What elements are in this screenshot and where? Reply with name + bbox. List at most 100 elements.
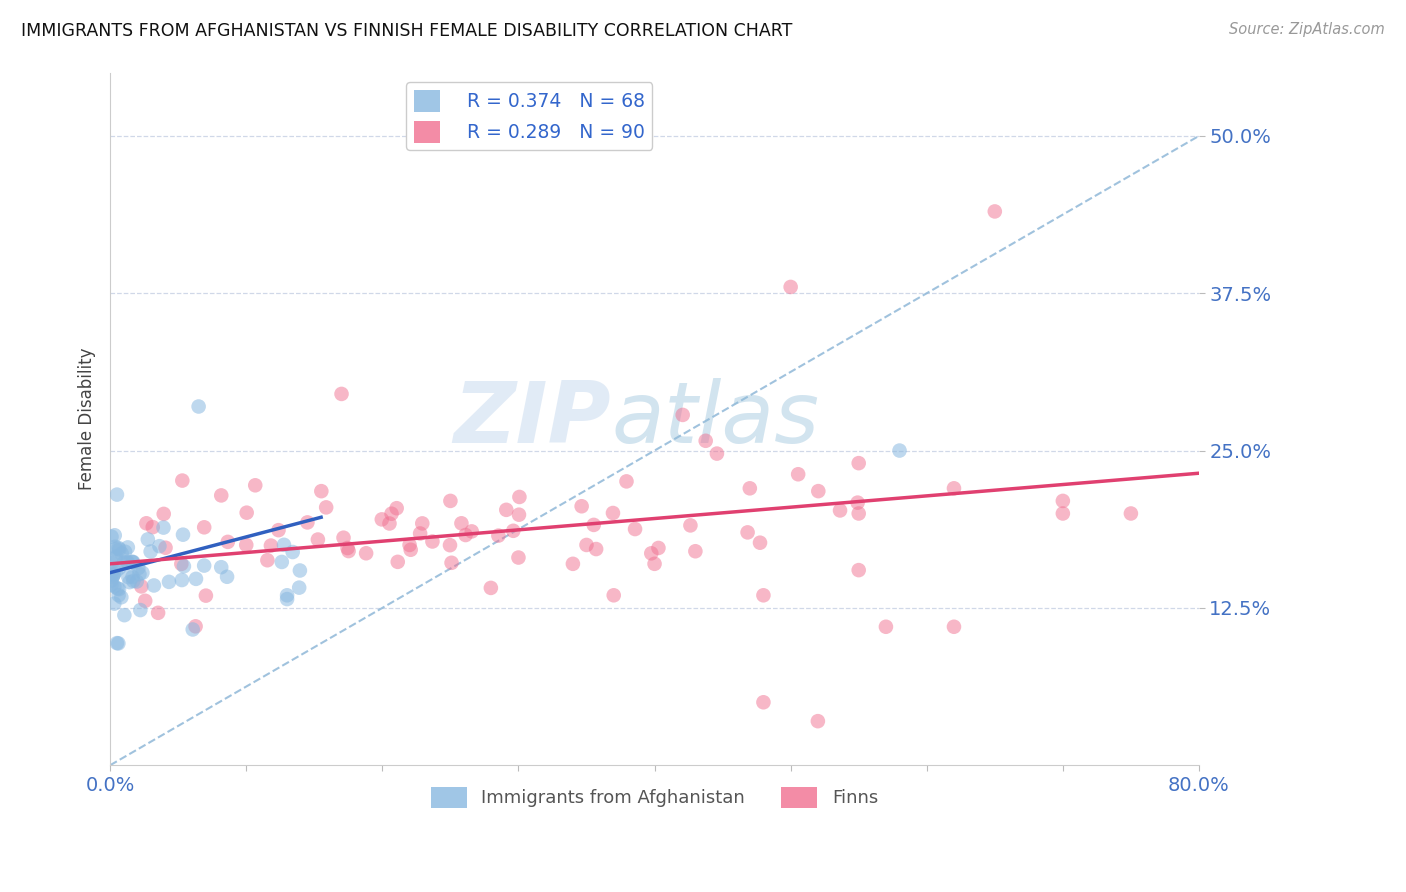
Point (131, 566, 153, 580)
Point (409, 526, 432, 541)
Point (779, 280, 801, 294)
Point (103, 597, 125, 611)
Point (288, 564, 311, 578)
Point (450, 516, 472, 531)
Point (105, 549, 128, 564)
Point (486, 528, 509, 542)
Point (142, 578, 165, 592)
Point (103, 567, 125, 582)
Point (875, 620, 897, 634)
Point (889, 443, 911, 458)
Point (454, 528, 477, 542)
Point (571, 500, 593, 514)
Point (235, 538, 257, 552)
Point (104, 542, 127, 557)
Point (602, 506, 624, 520)
Point (439, 538, 461, 552)
Point (984, 204, 1007, 219)
Point (100, 556, 122, 570)
Point (105, 487, 128, 501)
Point (738, 481, 761, 495)
Point (112, 556, 135, 570)
Point (128, 567, 150, 582)
Point (152, 507, 174, 521)
Point (508, 490, 530, 504)
Point (561, 557, 583, 571)
Point (134, 594, 156, 608)
Point (105, 636, 128, 650)
Point (121, 555, 143, 569)
Point (170, 557, 193, 571)
Point (495, 503, 517, 517)
Point (260, 539, 283, 553)
Point (582, 517, 605, 532)
Point (1052, 494, 1074, 508)
Point (118, 575, 141, 590)
Point (100, 574, 122, 588)
Point (807, 714, 830, 728)
Point (336, 541, 359, 555)
Point (110, 591, 132, 605)
Point (848, 507, 870, 521)
Point (311, 484, 333, 499)
Point (603, 588, 626, 602)
Point (127, 561, 149, 575)
Point (380, 507, 402, 521)
Point (235, 506, 257, 520)
Point (125, 574, 148, 589)
Point (108, 582, 131, 596)
Point (256, 553, 278, 567)
Point (122, 574, 145, 588)
Text: IMMIGRANTS FROM AFGHANISTAN VS FINNISH FEMALE DISABILITY CORRELATION CHART: IMMIGRANTS FROM AFGHANISTAN VS FINNISH F… (21, 22, 793, 40)
Point (107, 582, 129, 596)
Point (378, 516, 401, 531)
Point (585, 542, 607, 557)
Point (209, 560, 232, 574)
Point (371, 512, 394, 526)
Point (111, 546, 134, 560)
Point (846, 495, 869, 509)
Point (749, 535, 772, 549)
Point (155, 541, 177, 555)
Point (121, 555, 143, 569)
Point (112, 608, 135, 623)
Point (307, 533, 329, 547)
Point (1119, 507, 1142, 521)
Point (647, 541, 669, 555)
Point (672, 408, 695, 422)
Point (502, 524, 524, 538)
Point (640, 546, 662, 560)
Point (107, 541, 129, 555)
Point (117, 556, 139, 570)
Point (104, 540, 127, 554)
Point (1052, 507, 1074, 521)
Point (685, 544, 707, 558)
Point (104, 565, 127, 579)
Point (422, 534, 444, 549)
Point (354, 546, 377, 560)
Point (737, 525, 759, 540)
Point (135, 516, 157, 531)
Point (439, 494, 461, 508)
Point (142, 520, 165, 534)
Point (752, 588, 775, 602)
Point (624, 522, 647, 536)
Point (398, 538, 420, 552)
Point (942, 620, 965, 634)
Point (139, 544, 162, 558)
Point (245, 478, 267, 492)
Point (807, 484, 830, 499)
Point (104, 528, 127, 542)
Point (217, 570, 239, 584)
Point (273, 538, 295, 552)
Point (181, 623, 204, 637)
Point (108, 561, 131, 575)
Point (136, 533, 159, 547)
Point (194, 589, 217, 603)
Point (108, 542, 131, 557)
Point (267, 523, 290, 537)
Y-axis label: Female Disability: Female Disability (79, 348, 96, 491)
Point (399, 542, 422, 557)
Point (193, 520, 215, 534)
Point (103, 568, 125, 582)
